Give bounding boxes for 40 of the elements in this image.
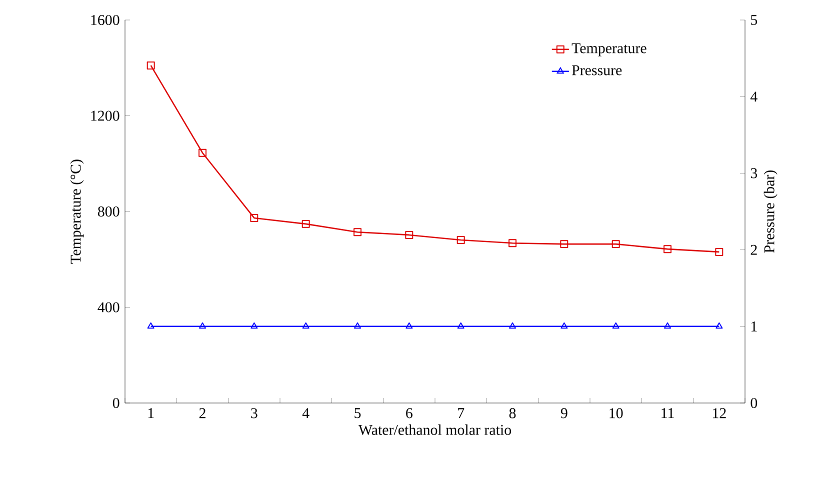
x-axis-title: Water/ethanol molar ratio	[358, 424, 512, 436]
x-tick-label: 4	[302, 408, 310, 418]
x-tick-label: 1	[148, 408, 154, 418]
y2-tick-label: 4	[750, 92, 758, 102]
x-tick-label: 6	[406, 408, 412, 418]
point	[612, 240, 620, 248]
point	[456, 236, 465, 244]
x-tick-label: 5	[354, 408, 361, 418]
point	[354, 228, 362, 236]
point	[560, 240, 568, 248]
y2-axis-title: Pressure (bar)	[764, 170, 778, 253]
y-tick-label: 1200	[91, 110, 120, 121]
point	[146, 61, 155, 70]
y2-tick-label: 3	[750, 168, 758, 178]
point	[508, 239, 516, 248]
x-tick-label: 2	[199, 408, 206, 418]
y-axis-title: Temperature (°C)	[70, 160, 84, 264]
x-tick-label: 11	[662, 408, 674, 418]
y-tick-label: 400	[98, 302, 120, 312]
y-tick-label: 0	[112, 398, 120, 408]
point	[302, 220, 310, 228]
point	[198, 148, 206, 157]
point	[250, 214, 258, 222]
y2-tick-label: 2	[750, 244, 757, 255]
y2-tick-label: 1	[752, 321, 757, 332]
y-tick-label: 1600	[91, 14, 120, 26]
x-tick-label: 8	[509, 408, 516, 418]
y2-tick-label: 0	[750, 398, 758, 408]
legend-label: Pressure	[572, 65, 622, 76]
x-tick-label: 10	[610, 408, 623, 418]
legend-label: Temperature	[572, 43, 646, 56]
point	[715, 248, 724, 256]
y2-tick-label: 5	[751, 15, 758, 25]
point	[664, 245, 672, 254]
point	[405, 230, 414, 239]
x-tick-label: 7	[458, 408, 464, 418]
x-tick-label: 3	[251, 408, 258, 418]
y-tick-label: 800	[98, 206, 120, 217]
x-tick-label: 12	[713, 408, 726, 418]
x-tick-label: 9	[560, 408, 568, 418]
